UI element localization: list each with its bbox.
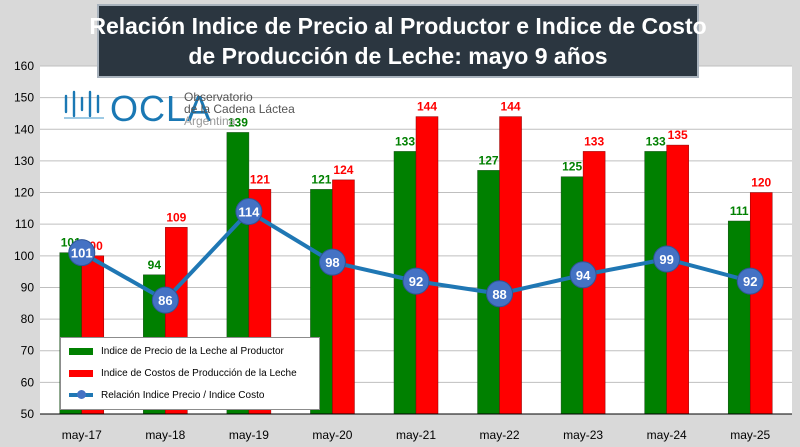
logo-line-2: de la Cadena Láctea xyxy=(184,102,295,116)
y-tick-label: 100 xyxy=(14,249,34,263)
data-label-cost: 144 xyxy=(501,100,521,114)
legend-item-cost: Indice de Costos de Producción de la Lec… xyxy=(69,366,297,380)
ratio-point xyxy=(318,248,346,276)
data-label-price: 125 xyxy=(562,160,582,174)
y-tick-label: 120 xyxy=(14,186,34,200)
y-tick-label: 50 xyxy=(21,407,35,421)
ratio-point xyxy=(68,239,96,267)
legend-swatch-price xyxy=(69,347,93,355)
legend-label-cost: Indice de Costos de Producción de la Lec… xyxy=(101,367,297,379)
ratio-point xyxy=(736,267,764,295)
x-tick-label: may-24 xyxy=(647,428,687,442)
legend-swatch-ratio xyxy=(69,390,93,399)
legend-item-price: Indice de Precio de la Leche al Producto… xyxy=(69,344,284,358)
data-label-cost: 135 xyxy=(668,128,688,142)
bar-cost xyxy=(499,116,522,415)
ratio-data-label: 114 xyxy=(238,205,260,220)
chart-title-line-2: de Producción de Leche: mayo 9 años xyxy=(188,43,608,69)
bar-price xyxy=(560,176,584,415)
y-tick-label: 70 xyxy=(21,344,35,358)
legend-swatch-cost xyxy=(69,369,93,377)
x-tick-label: may-22 xyxy=(480,428,520,442)
ratio-point xyxy=(235,198,263,226)
data-label-cost: 124 xyxy=(333,163,353,177)
legend-item-ratio: Relación Indice Precio / Indice Costo xyxy=(69,388,264,402)
data-label-price: 121 xyxy=(311,172,331,186)
legend-label-price: Indice de Precio de la Leche al Producto… xyxy=(101,345,284,357)
bar-price xyxy=(727,220,751,415)
ratio-data-label: 94 xyxy=(576,268,591,283)
ratio-data-label: 98 xyxy=(325,255,339,270)
x-tick-label: may-18 xyxy=(145,428,185,442)
ratio-point xyxy=(402,267,430,295)
ratio-point xyxy=(151,286,179,314)
data-label-price: 133 xyxy=(646,134,666,148)
y-tick-label: 130 xyxy=(14,154,34,168)
ocla-logo-subtitle: Observatorio de la Cadena Láctea Argenti… xyxy=(184,91,295,127)
bar-cost xyxy=(749,192,773,415)
x-tick-label: may-25 xyxy=(730,428,770,442)
ratio-point xyxy=(653,245,681,273)
y-tick-label: 150 xyxy=(14,91,34,105)
ratio-point xyxy=(569,261,597,289)
data-label-cost: 109 xyxy=(166,210,186,224)
y-tick-label: 140 xyxy=(14,122,34,136)
x-tick-label: may-20 xyxy=(312,428,352,442)
ratio-data-label: 92 xyxy=(743,274,757,289)
ocla-wave-icon xyxy=(64,90,104,119)
data-label-price: 133 xyxy=(395,134,415,148)
ratio-data-label: 101 xyxy=(71,246,93,261)
x-axis-tick-labels: may-17 may-18 may-19 may-20 may-21 may-22 may-… xyxy=(62,428,771,442)
legend-label-ratio: Relación Indice Precio / Indice Costo xyxy=(101,389,265,401)
y-axis-tick-labels: 50 60 70 80 90 100 110 120 130 140 150 160 xyxy=(14,59,34,421)
data-label-cost: 133 xyxy=(584,134,604,148)
y-tick-label: 80 xyxy=(21,312,35,326)
bar-price xyxy=(644,151,667,415)
y-tick-label: 60 xyxy=(21,375,35,389)
data-label-price: 127 xyxy=(479,153,499,167)
data-label-price: 94 xyxy=(148,258,162,272)
y-tick-label: 110 xyxy=(15,217,34,231)
bar-cost xyxy=(332,179,355,415)
x-tick-label: may-23 xyxy=(563,428,603,442)
logo-line-3: Argentina xyxy=(184,114,236,128)
ratio-data-label: 99 xyxy=(659,252,673,267)
x-tick-label: may-21 xyxy=(396,428,436,442)
ocla-logo-text: OCLA xyxy=(110,88,213,129)
chart-title-line-1: Relación Indice de Precio al Productor e… xyxy=(89,13,707,39)
ratio-point xyxy=(486,280,514,308)
legend: Indice de Precio de la Leche al Producto… xyxy=(60,337,320,410)
data-label-cost: 121 xyxy=(250,172,270,186)
ratio-data-label: 92 xyxy=(409,274,423,289)
y-tick-label: 90 xyxy=(21,280,35,294)
data-label-cost: 120 xyxy=(751,176,771,190)
bar-cost xyxy=(666,144,689,415)
ratio-data-label: 86 xyxy=(158,293,172,308)
data-label-cost: 144 xyxy=(417,100,437,114)
x-tick-label: may-17 xyxy=(62,428,102,442)
x-tick-label: may-19 xyxy=(229,428,269,442)
ratio-data-label: 88 xyxy=(492,287,506,302)
ratio-line-series: 101 86 114 98 92 88 94 99 92 xyxy=(68,198,764,314)
data-label-price: 111 xyxy=(730,204,749,218)
chart-title-box: Relación Indice de Precio al Productor e… xyxy=(89,4,707,78)
y-tick-label: 160 xyxy=(14,59,34,73)
bar-cost xyxy=(415,116,439,415)
logo-line-1: Observatorio xyxy=(184,90,253,104)
data-label-price: 139 xyxy=(228,115,248,129)
